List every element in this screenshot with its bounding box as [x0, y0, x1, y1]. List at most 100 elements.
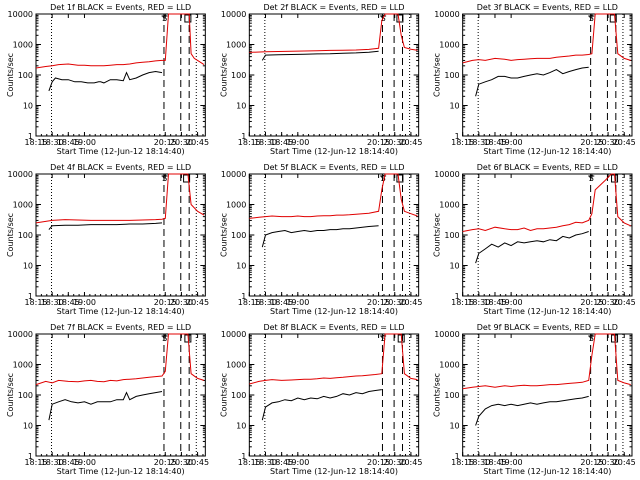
x-tick-label: 20:45	[613, 298, 636, 307]
x-tick-label: 20:15	[580, 138, 603, 147]
y-axis-label: Counts/sec	[6, 373, 15, 417]
y-axis-label: Counts/sec	[219, 53, 228, 97]
x-tick-label: 18:30	[41, 138, 64, 147]
y-tick-label: 10000	[434, 330, 459, 339]
panel-5: Det 5f BLACK = Events, RED = LLD 1 10 100 10…	[219, 163, 422, 316]
x-tick-label: 18:15	[238, 458, 261, 467]
y-tick-label: 100	[231, 391, 246, 400]
y-tick-label: 10	[449, 102, 459, 111]
x-tick-label: 18:30	[254, 298, 277, 307]
x-tick-label: 20:45	[186, 138, 209, 147]
y-axis-label: Counts/sec	[6, 213, 15, 257]
x-axis-label: Start Time (12-Jun-12 18:14:40)	[57, 147, 185, 156]
x-tick-label: 20:45	[613, 458, 636, 467]
series-line-events	[261, 225, 379, 248]
y-tick-label: 1	[241, 292, 246, 301]
x-tick-label: 20:15	[367, 458, 390, 467]
series-line-lld	[35, 333, 205, 386]
y-tick-label: 10000	[8, 330, 33, 339]
panel-8: Det 8f BLACK = Events, RED = LLD 1 10 100 10…	[219, 323, 422, 476]
x-tick-label: 18:45	[483, 298, 506, 307]
x-tick-label: 19:00	[500, 458, 523, 467]
marker-s-label: S	[381, 174, 386, 183]
y-tick-label: 10	[23, 262, 33, 271]
x-axis-label: Start Time (12-Jun-12 18:14:40)	[483, 307, 611, 316]
series-line-events	[475, 231, 589, 264]
x-tick-label: 20:15	[154, 458, 177, 467]
y-tick-label: 100	[231, 231, 246, 240]
x-tick-label: 18:15	[238, 298, 261, 307]
x-tick-label: 20:30	[170, 458, 193, 467]
panel-4: Det 4f BLACK = Events, RED = LLD 1 10 100 10…	[6, 163, 209, 316]
y-tick-label: 10	[236, 262, 246, 271]
y-tick-label: 10000	[8, 170, 33, 179]
y-tick-label: 10000	[221, 10, 246, 19]
panel-title: Det 5f BLACK = Events, RED = LLD	[263, 163, 404, 172]
x-tick-label: 20:15	[367, 138, 390, 147]
x-tick-label: 20:15	[580, 298, 603, 307]
x-axis-label: Start Time (12-Jun-12 18:14:40)	[270, 147, 398, 156]
x-tick-label: 20:45	[613, 138, 636, 147]
x-tick-label: 18:45	[483, 458, 506, 467]
x-tick-label: 20:30	[383, 138, 406, 147]
marker-d-box	[396, 174, 404, 183]
y-tick-label: 10	[449, 262, 459, 271]
marker-s-label: S	[589, 174, 594, 183]
marker-s-label: S	[162, 174, 167, 183]
y-tick-label: 10000	[434, 170, 459, 179]
y-tick-label: 10000	[8, 10, 33, 19]
y-tick-label: 1000	[226, 41, 246, 50]
y-tick-label: 10	[23, 102, 33, 111]
panel-title: Det 6f BLACK = Events, RED = LLD	[477, 163, 618, 172]
y-tick-label: 1000	[13, 361, 33, 370]
y-axis-label: Counts/sec	[433, 213, 442, 257]
y-tick-label: 1	[28, 132, 33, 141]
x-tick-label: 20:30	[170, 298, 193, 307]
x-axis-label: Start Time (12-Jun-12 18:14:40)	[57, 467, 185, 476]
panel-6: Det 6f BLACK = Events, RED = LLD 1 10 100 10…	[433, 163, 636, 316]
panel-1: Det 1f BLACK = Events, RED = LLD 1 10 100 10…	[6, 3, 209, 156]
series-line-events	[261, 50, 379, 61]
x-tick-label: 20:30	[597, 138, 620, 147]
x-tick-label: 18:15	[24, 298, 47, 307]
series-line-lld	[462, 13, 631, 64]
y-axis-label: Counts/sec	[433, 53, 442, 97]
y-tick-label: 1000	[13, 41, 33, 50]
series-line-lld	[249, 173, 418, 219]
x-tick-label: 19:00	[286, 138, 309, 147]
plot-frame	[35, 333, 206, 457]
x-tick-label: 20:30	[383, 458, 406, 467]
x-tick-label: 19:00	[73, 458, 96, 467]
panel-title: Det 9f BLACK = Events, RED = LLD	[477, 323, 618, 332]
marker-d	[184, 14, 192, 23]
y-tick-label: 1	[241, 452, 246, 461]
x-tick-label: 18:30	[467, 458, 490, 467]
x-tick-label: 18:30	[254, 138, 277, 147]
panel-title: Det 8f BLACK = Events, RED = LLD	[263, 323, 404, 332]
series-line-lld	[462, 173, 631, 232]
plot-frame	[35, 173, 206, 297]
y-tick-label: 100	[444, 231, 459, 240]
x-tick-label: 20:15	[580, 458, 603, 467]
x-axis-label: Start Time (12-Jun-12 18:14:40)	[270, 467, 398, 476]
x-tick-label: 18:30	[254, 458, 277, 467]
panel-title: Det 1f BLACK = Events, RED = LLD	[50, 3, 191, 12]
x-tick-label: 20:30	[170, 138, 193, 147]
marker-d-box	[184, 14, 192, 23]
y-tick-label: 10000	[221, 170, 246, 179]
plot-frame	[35, 13, 206, 137]
x-tick-label: 20:30	[383, 298, 406, 307]
y-axis-label: Counts/sec	[219, 213, 228, 257]
y-tick-label: 1000	[226, 201, 246, 210]
x-tick-label: 18:15	[451, 298, 474, 307]
marker-d-box	[183, 174, 191, 183]
y-tick-label: 1	[455, 292, 460, 301]
x-tick-label: 19:00	[73, 138, 96, 147]
x-tick-label: 20:45	[399, 458, 422, 467]
plot-frame	[248, 173, 420, 297]
x-tick-label: 18:15	[238, 138, 261, 147]
x-tick-label: 18:15	[451, 458, 474, 467]
x-tick-label: 18:15	[451, 138, 474, 147]
series-line-events	[475, 395, 589, 426]
x-tick-label: 20:45	[399, 138, 422, 147]
